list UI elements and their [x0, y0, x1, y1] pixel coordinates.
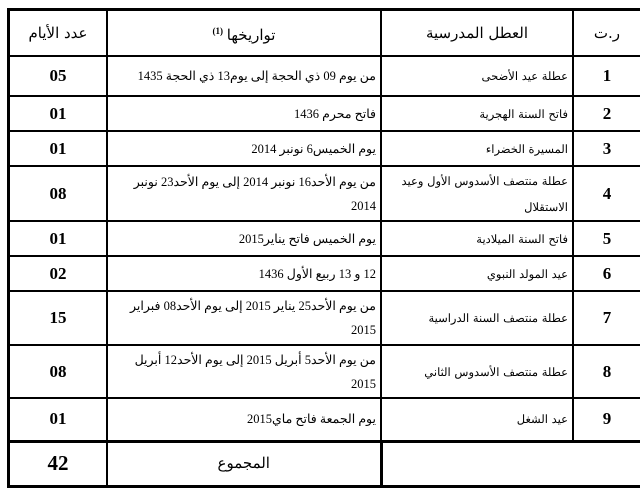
header-row: ر.ت العطل المدرسية تواريخها (1) عدد الأي… — [7, 8, 640, 57]
row-number: 9 — [572, 397, 640, 442]
total-empty — [381, 439, 573, 486]
header-days: عدد الأيام — [7, 8, 108, 57]
row-number: 4 — [572, 165, 640, 222]
holiday-dates: من يوم الأحد25 يناير 2015 إلى يوم الأحد0… — [106, 290, 382, 346]
holiday-name: عيد الشغل — [380, 397, 574, 442]
holiday-dates: فاتح محرم 1436 — [106, 95, 382, 132]
header-holiday: العطل المدرسية — [380, 8, 574, 57]
table-row: 9 عيد الشغل يوم الجمعة فاتح ماي2015 01 — [7, 397, 640, 442]
header-dates-label: تواريخها — [226, 27, 276, 44]
holiday-name: فاتح السنة الميلادية — [380, 220, 574, 257]
row-number: 1 — [572, 55, 640, 97]
holiday-dates: يوم الجمعة فاتح ماي2015 — [106, 397, 382, 442]
school-holidays-table: ر.ت العطل المدرسية تواريخها (1) عدد الأي… — [7, 8, 640, 488]
holiday-dates: يوم الخميس6 نونبر 2014 — [106, 130, 382, 167]
holiday-dates: من يوم الأحد16 نونبر 2014 إلى يوم الأحد2… — [106, 165, 382, 222]
holiday-name: عطلة منتصف الأسدوس الأول وعيد الاستقلال — [380, 165, 574, 222]
holiday-name: عيد المولد النبوي — [380, 255, 574, 292]
table-row: 4 عطلة منتصف الأسدوس الأول وعيد الاستقلال… — [7, 165, 640, 222]
table-row: 3 المسيرة الخضراء يوم الخميس6 نونبر 2014 01 — [7, 130, 640, 167]
table-row: 7 عطلة منتصف السنة الدراسية من يوم الأحد25… — [7, 290, 640, 346]
row-number: 6 — [572, 255, 640, 292]
holiday-name: عطلة منتصف السنة الدراسية — [380, 290, 574, 346]
row-number: 3 — [572, 130, 640, 167]
table-row: 1 عطلة عيد الأضحى من يوم 09 ذي الحجة إلى ي… — [7, 55, 640, 97]
holiday-name: فاتح السنة الهجرية — [380, 95, 574, 132]
holiday-dates: يوم الخميس فاتح يناير2015 — [106, 220, 382, 257]
row-number: 2 — [572, 95, 640, 132]
holiday-name: المسيرة الخضراء — [380, 130, 574, 167]
table-row: 8 عطلة منتصف الأسدوس الثاني من يوم الأحد5 … — [7, 344, 640, 399]
holiday-dates: من يوم الأحد5 أبريل 2015 إلى يوم الأحد12… — [106, 344, 382, 399]
total-label: المجموع — [106, 439, 383, 488]
total-empty — [573, 439, 640, 486]
row-number: 5 — [572, 220, 640, 257]
total-row: المجموع 42 — [7, 439, 640, 488]
header-dates: تواريخها (1) — [106, 8, 382, 57]
days-count: 01 — [7, 130, 108, 167]
days-count: 01 — [7, 95, 108, 132]
footnote-ref: (1) — [212, 25, 224, 36]
days-count: 08 — [7, 165, 108, 222]
total-days: 42 — [7, 439, 108, 488]
table-row: 2 فاتح السنة الهجرية فاتح محرم 1436 01 — [7, 95, 640, 132]
table-row: 6 عيد المولد النبوي 12 و 13 ربيع الأول 143… — [7, 255, 640, 292]
days-count: 01 — [7, 220, 108, 257]
days-count: 15 — [7, 290, 108, 346]
table-row: 5 فاتح السنة الميلادية يوم الخميس فاتح ينا… — [7, 220, 640, 257]
days-count: 08 — [7, 344, 108, 399]
days-count: 01 — [7, 397, 108, 442]
days-count: 02 — [7, 255, 108, 292]
header-number: ر.ت — [572, 8, 640, 57]
holiday-name: عطلة منتصف الأسدوس الثاني — [380, 344, 574, 399]
row-number: 7 — [572, 290, 640, 346]
days-count: 05 — [7, 55, 108, 97]
holiday-name: عطلة عيد الأضحى — [380, 55, 574, 97]
holiday-dates: 12 و 13 ربيع الأول 1436 — [106, 255, 382, 292]
holiday-dates: من يوم 09 ذي الحجة إلى يوم13 ذي الحجة 14… — [106, 55, 382, 97]
row-number: 8 — [572, 344, 640, 399]
